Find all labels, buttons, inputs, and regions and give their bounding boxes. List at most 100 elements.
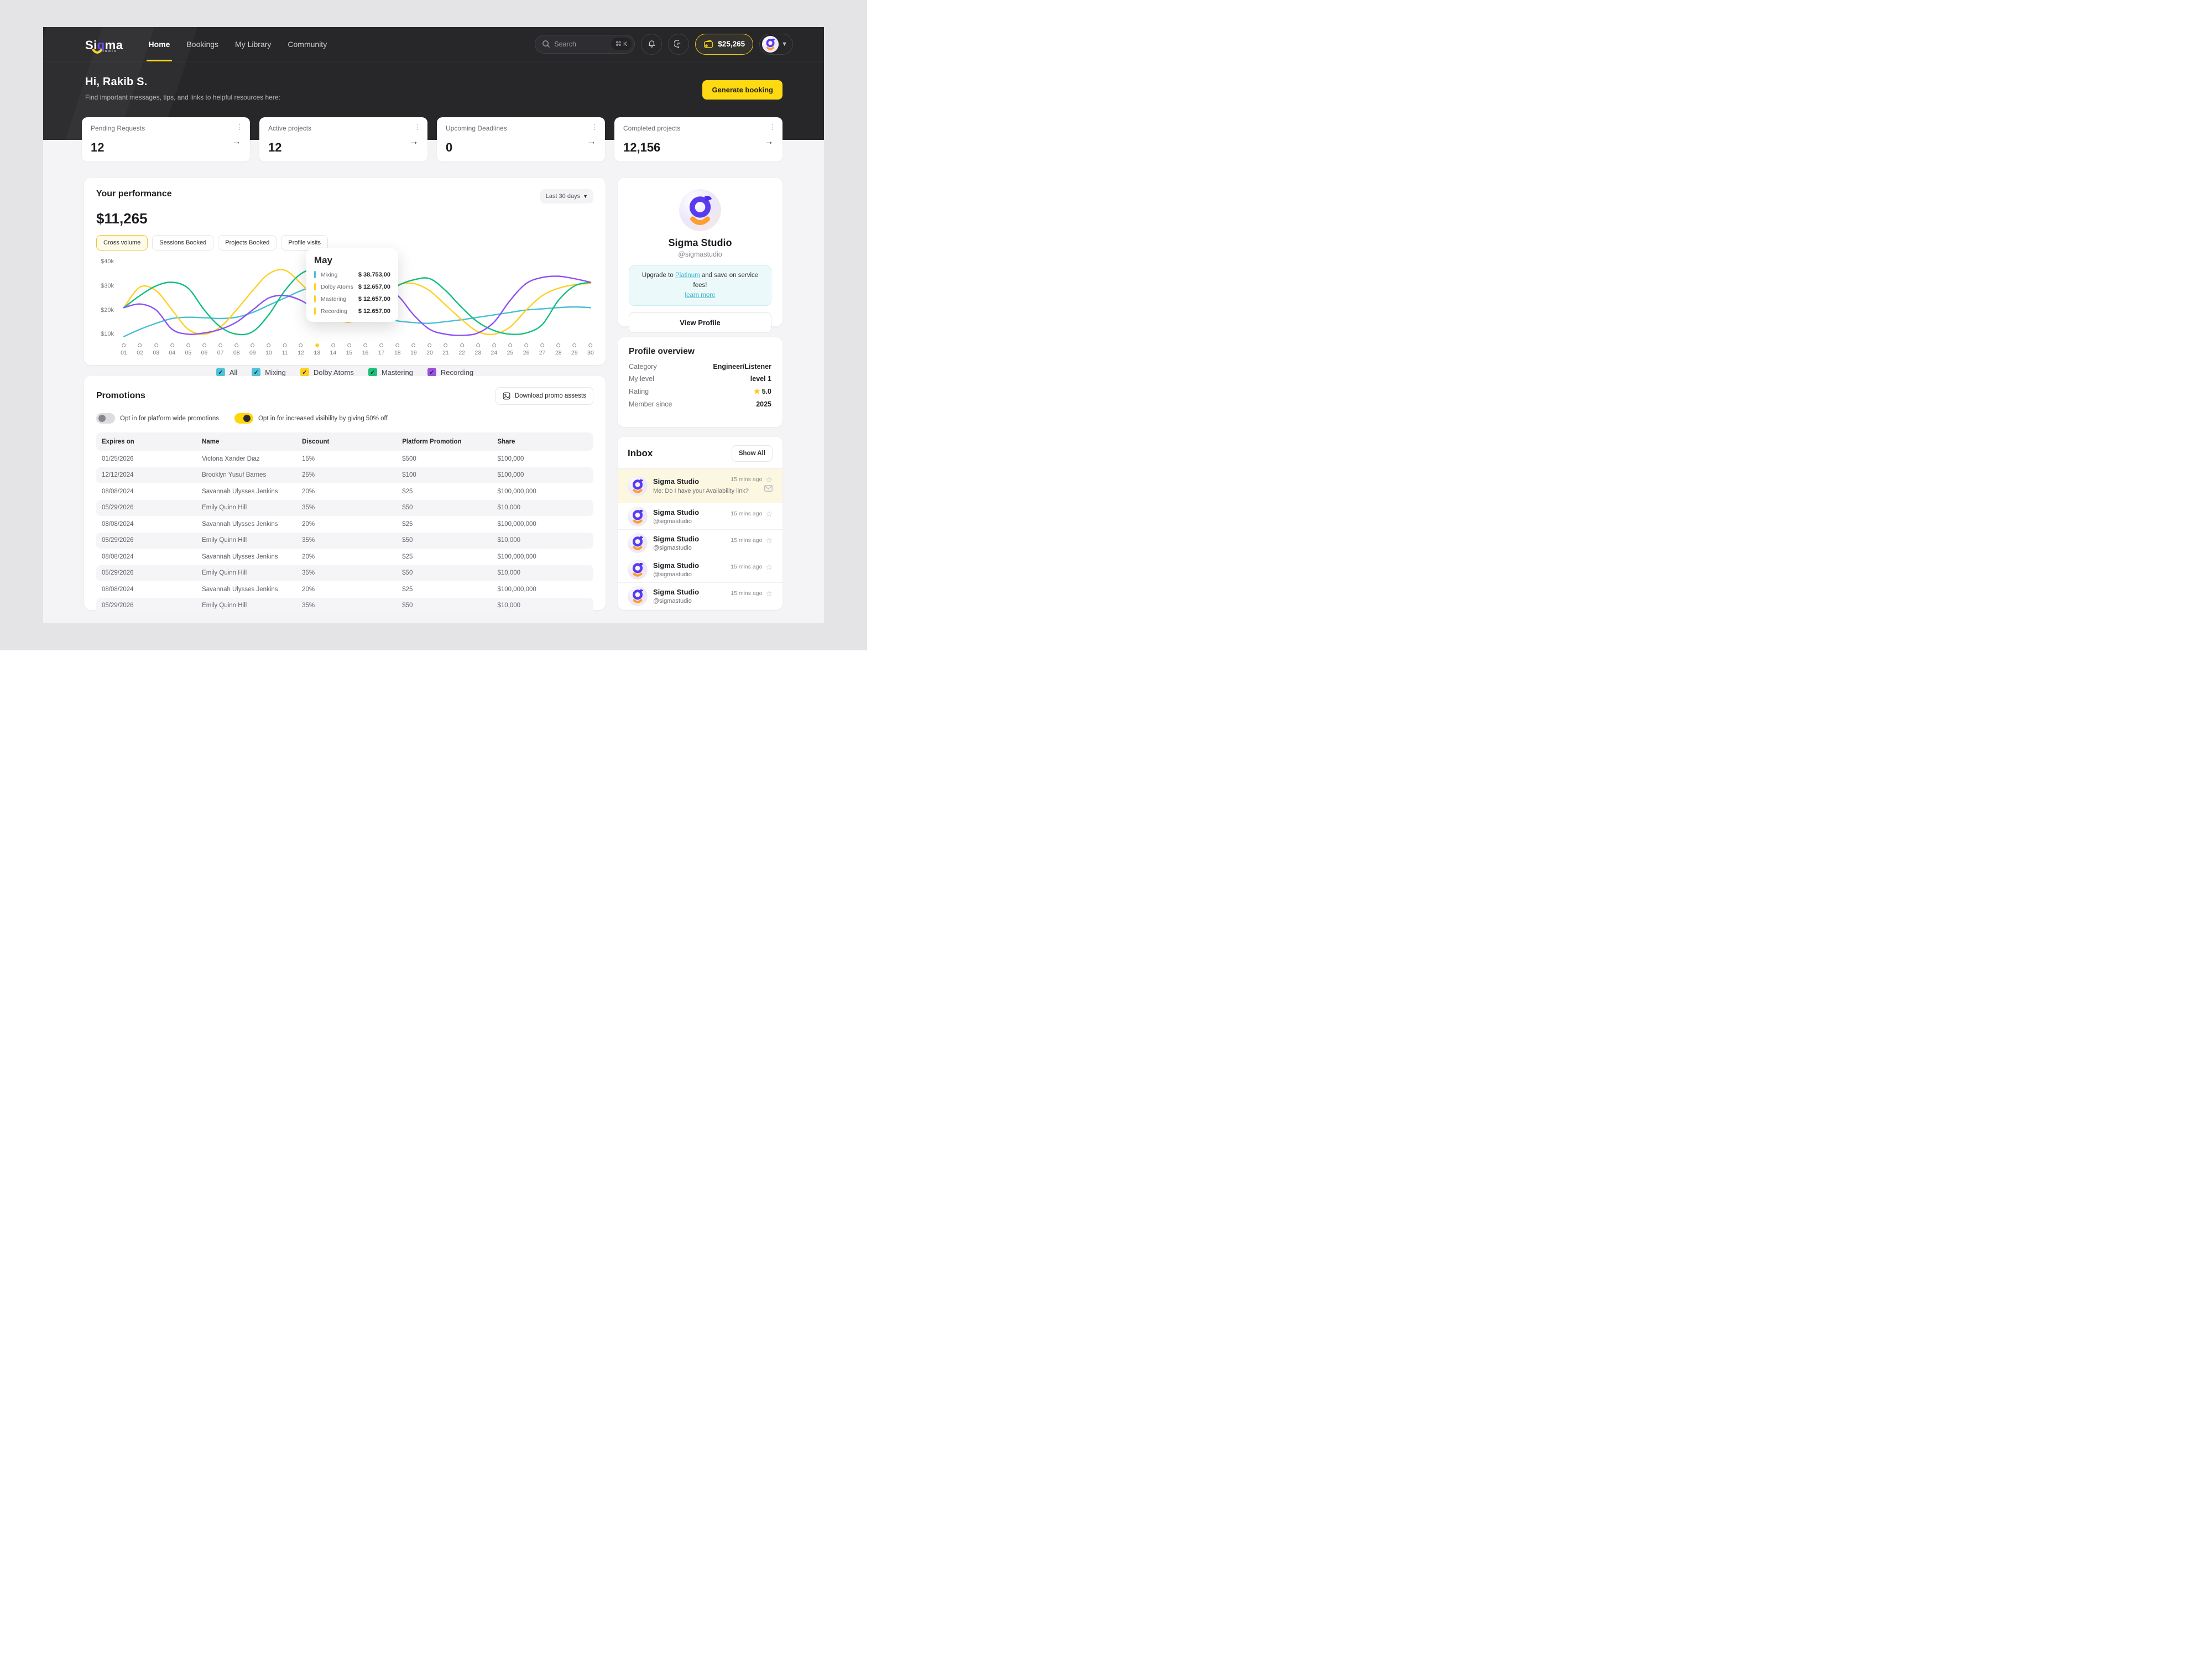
messages-button[interactable] — [668, 33, 690, 55]
star-outline-icon[interactable]: ☆ — [765, 475, 773, 484]
view-profile-button[interactable]: View Profile — [629, 312, 771, 333]
star-outline-icon[interactable]: ☆ — [765, 509, 773, 518]
x-tick-19[interactable]: 19 — [410, 343, 417, 356]
platform-promotions-toggle[interactable] — [96, 413, 115, 424]
x-tick-18[interactable]: 18 — [394, 343, 401, 356]
table-row[interactable]: 05/29/2026 Emily Quinn Hill 35% $50 $10,000 — [96, 532, 593, 549]
table-row[interactable]: 01/25/2026 Victoria Xander Diaz 15% $500 $10… — [96, 451, 593, 467]
date-range-select[interactable]: Last 30 days ▼ — [540, 189, 593, 204]
envelope-icon[interactable] — [764, 485, 773, 492]
x-tick-03[interactable]: 03 — [153, 343, 159, 356]
increased-visibility-toggle[interactable] — [234, 413, 253, 424]
table-row[interactable]: 08/08/2024 Savannah Ulysses Jenkins 20% $25… — [96, 483, 593, 500]
x-tick-07[interactable]: 07 — [217, 343, 223, 356]
wallet-balance-button[interactable]: $25,265 — [695, 33, 754, 55]
inbox-item[interactable]: Sigma Studio @sigmastudio 15 mins ago ☆ — [618, 503, 782, 530]
table-row[interactable]: 08/08/2024 Savannah Ulysses Jenkins 20% $25… — [96, 516, 593, 533]
arrow-right-icon[interactable]: → — [409, 136, 419, 147]
nav-item-community[interactable]: Community — [288, 39, 327, 49]
x-tick-27[interactable]: 27 — [539, 343, 546, 356]
x-tick-02[interactable]: 02 — [137, 343, 143, 356]
legend-checkbox[interactable]: ✓ — [300, 368, 309, 377]
notifications-button[interactable] — [641, 33, 662, 55]
x-tick-06[interactable]: 06 — [201, 343, 207, 356]
x-tick-23[interactable]: 23 — [474, 343, 481, 356]
x-tick-28[interactable]: 28 — [555, 343, 562, 356]
x-tick-30[interactable]: 30 — [587, 343, 594, 356]
x-tick-10[interactable]: 10 — [265, 343, 272, 356]
legend-item-mixing[interactable]: ✓ Mixing — [252, 368, 286, 377]
legend-checkbox[interactable]: ✓ — [216, 368, 225, 377]
stat-card-pending-requests[interactable]: Pending Requests ⋮ → 12 — [82, 117, 250, 161]
star-outline-icon[interactable]: ☆ — [765, 562, 773, 571]
table-row[interactable]: 08/08/2024 Savannah Ulysses Jenkins 20% $25… — [96, 549, 593, 565]
generate-booking-button[interactable]: Generate booking — [702, 80, 782, 100]
inbox-item[interactable]: Sigma Studio Me: Do I have your Availabil… — [618, 469, 782, 503]
tab-cross-volume[interactable]: Cross volume — [96, 235, 148, 251]
legend-item-recording[interactable]: ✓ Recording — [427, 368, 473, 377]
x-tick-21[interactable]: 21 — [442, 343, 449, 356]
brand-logo[interactable]: Si g ma studio — [85, 37, 123, 54]
x-tick-17[interactable]: 17 — [378, 343, 384, 356]
table-row[interactable]: 05/29/2026 Emily Quinn Hill 35% $50 $10,000 — [96, 597, 593, 614]
x-tick-11[interactable]: 11 — [282, 343, 288, 356]
table-row[interactable]: 05/29/2026 Emily Quinn Hill 35% $50 $10,000 — [96, 565, 593, 581]
x-tick-26[interactable]: 26 — [523, 343, 529, 356]
x-tick-13[interactable]: 13 — [314, 343, 320, 356]
inbox-item[interactable]: Sigma Studio @sigmastudio 15 mins ago ☆ — [618, 583, 782, 609]
x-tick-22[interactable]: 22 — [458, 343, 465, 356]
x-tick-16[interactable]: 16 — [362, 343, 368, 356]
platinum-link[interactable]: Platinum — [675, 272, 700, 279]
x-tick-dot — [524, 343, 529, 347]
arrow-right-icon[interactable]: → — [232, 136, 241, 147]
inbox-item[interactable]: Sigma Studio @sigmastudio 15 mins ago ☆ — [618, 530, 782, 556]
kebab-menu-icon[interactable]: ⋮ — [236, 123, 243, 131]
table-row[interactable]: 05/29/2026 Emily Quinn Hill 35% $50 $10,000 — [96, 499, 593, 516]
search-box[interactable]: ⌘ K — [535, 34, 635, 54]
kebab-menu-icon[interactable]: ⋮ — [414, 123, 421, 131]
tab-sessions-booked[interactable]: Sessions Booked — [152, 235, 214, 251]
inbox-item[interactable]: Sigma Studio @sigmastudio 15 mins ago ☆ — [618, 556, 782, 583]
legend-item-dolby-atoms[interactable]: ✓ Dolby Atoms — [300, 368, 354, 377]
tab-projects-booked[interactable]: Projects Booked — [218, 235, 277, 251]
x-tick-15[interactable]: 15 — [346, 343, 352, 356]
account-menu[interactable]: ▼ — [759, 33, 793, 55]
nav-item-home[interactable]: Home — [146, 27, 173, 61]
arrow-right-icon[interactable]: → — [587, 136, 596, 147]
kebab-menu-icon[interactable]: ⋮ — [769, 123, 776, 131]
legend-checkbox[interactable]: ✓ — [427, 368, 436, 377]
table-row[interactable]: 08/08/2024 Savannah Ulysses Jenkins 20% $25… — [96, 581, 593, 598]
learn-more-link[interactable]: learn more — [685, 291, 716, 299]
overview-label: My level — [629, 375, 654, 383]
legend-checkbox[interactable]: ✓ — [252, 368, 261, 377]
stat-card-active-projects[interactable]: Active projects ⋮ → 12 — [259, 117, 427, 161]
arrow-right-icon[interactable]: → — [764, 136, 774, 147]
kebab-menu-icon[interactable]: ⋮ — [591, 123, 598, 131]
nav-item-bookings[interactable]: Bookings — [186, 39, 219, 49]
download-promo-assets-button[interactable]: Download promo assests — [495, 387, 593, 405]
x-tick-08[interactable]: 08 — [233, 343, 240, 356]
tab-profile-visits[interactable]: Profile visits — [281, 235, 328, 251]
x-tick-01[interactable]: 01 — [121, 343, 127, 356]
star-outline-icon[interactable]: ☆ — [765, 536, 773, 545]
x-tick-05[interactable]: 05 — [185, 343, 191, 356]
stat-card-upcoming-deadlines[interactable]: Upcoming Deadlines ⋮ → 0 — [437, 117, 605, 161]
legend-item-mastering[interactable]: ✓ Mastering — [368, 368, 413, 377]
x-tick-29[interactable]: 29 — [571, 343, 578, 356]
table-row[interactable]: 12/12/2024 Brooklyn Yusuf Barnes 25% $100 $1… — [96, 467, 593, 483]
x-tick-14[interactable]: 14 — [330, 343, 336, 356]
x-tick-09[interactable]: 09 — [249, 343, 256, 356]
legend-checkbox[interactable]: ✓ — [368, 368, 377, 377]
table-cell: $100,000,000 — [497, 586, 536, 593]
search-input[interactable] — [554, 40, 607, 48]
x-tick-20[interactable]: 20 — [426, 343, 433, 356]
legend-item-all[interactable]: ✓ All — [216, 368, 237, 377]
x-tick-24[interactable]: 24 — [491, 343, 497, 356]
star-outline-icon[interactable]: ☆ — [765, 589, 773, 598]
x-tick-04[interactable]: 04 — [169, 343, 175, 356]
stat-card-completed-projects[interactable]: Completed projects ⋮ → 12,156 — [614, 117, 782, 161]
nav-item-my-library[interactable]: My Library — [235, 39, 272, 49]
show-all-button[interactable]: Show All — [731, 445, 773, 462]
x-tick-25[interactable]: 25 — [507, 343, 513, 356]
x-tick-12[interactable]: 12 — [298, 343, 304, 356]
